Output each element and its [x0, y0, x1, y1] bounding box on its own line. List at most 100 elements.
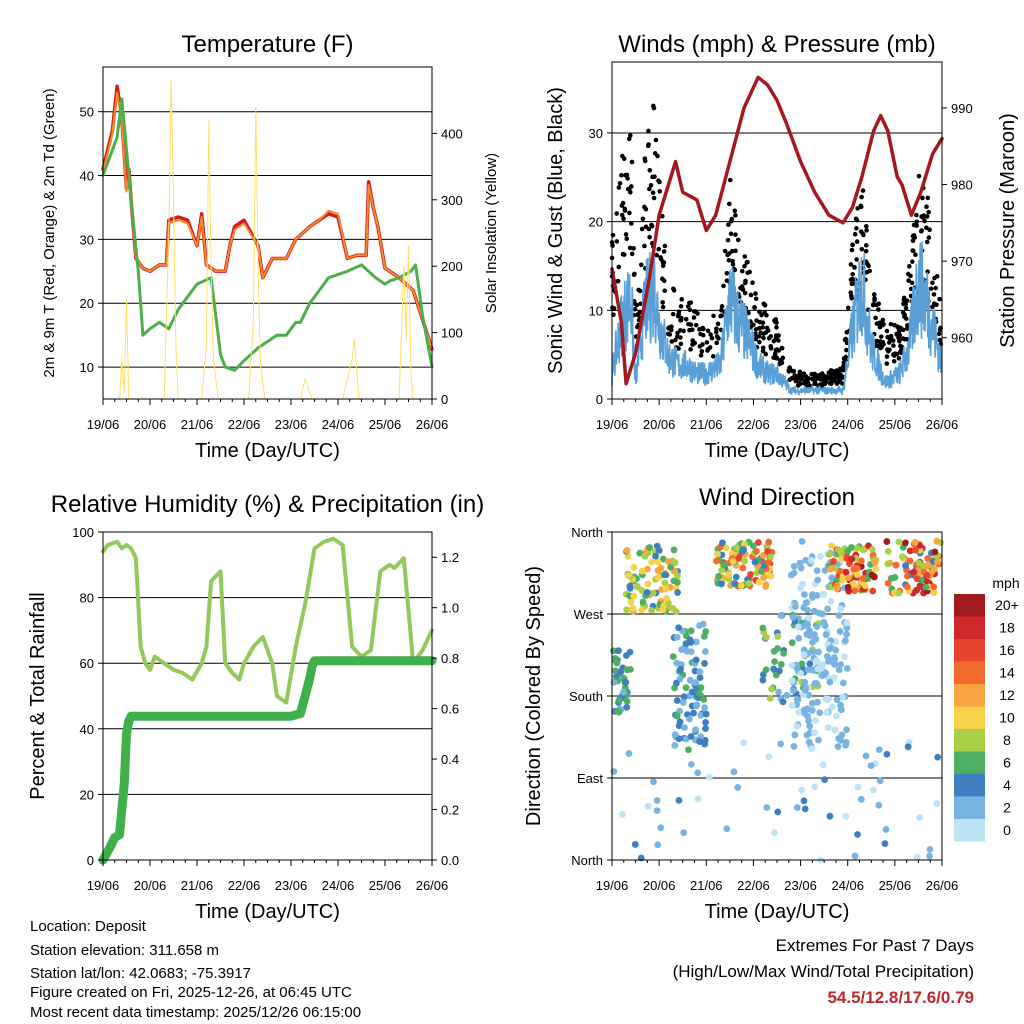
gust-point	[619, 203, 625, 208]
wind-direction-point	[685, 746, 692, 754]
gust-point	[627, 210, 632, 216]
wind-direction-point	[697, 711, 705, 719]
wind-direction-point	[843, 624, 851, 632]
gust-point	[892, 353, 897, 358]
wind-direction-point	[854, 544, 861, 552]
wind-direction-point	[777, 740, 785, 748]
wind-direction-point	[687, 627, 695, 635]
gust-point	[914, 212, 919, 218]
wind-direction-point	[808, 699, 816, 707]
wind-direction-point	[791, 731, 799, 739]
wind-direction-point	[696, 674, 704, 681]
wind-direction-point	[659, 555, 667, 563]
wind-direction-point	[646, 544, 654, 551]
wind-direction-point	[657, 824, 665, 832]
gust-point	[643, 206, 649, 212]
x-tick-label: 23/06	[275, 417, 308, 432]
gust-point	[898, 349, 903, 354]
gust-point	[757, 339, 762, 345]
wind-direction-point	[922, 583, 930, 591]
colorbar-swatch	[954, 594, 985, 617]
gust-point	[860, 231, 866, 237]
wind-direction-point	[827, 565, 834, 573]
wind-direction-point	[842, 568, 850, 576]
wind-direction-point	[902, 562, 910, 569]
wind-direction-point	[759, 624, 767, 632]
gust-point	[910, 238, 916, 243]
x-tick-label: 24/06	[322, 417, 355, 432]
gust-point	[652, 174, 657, 179]
wind-direction-point	[837, 605, 845, 613]
temperature-ylabel: 2m & 9m T (Red, Orange) & 2m Td (Green)	[41, 88, 58, 377]
wind-direction-point	[655, 547, 663, 554]
wind-direction-point	[797, 564, 805, 572]
gust-point	[687, 307, 693, 313]
gust-point	[878, 334, 884, 339]
x-tick-label: 22/06	[228, 878, 261, 893]
gust-point	[796, 383, 801, 388]
gust-point	[753, 327, 759, 332]
wind-direction-point	[882, 826, 890, 833]
gust-point	[821, 379, 827, 385]
gust-point	[732, 208, 738, 214]
wind-direction-point	[763, 804, 771, 811]
wind-direction-point	[664, 558, 672, 565]
wind-direction-point	[910, 568, 918, 576]
winds-ylabel: Sonic Wind & Gust (Blue, Black)	[545, 87, 567, 374]
wind-direction-point	[614, 647, 622, 655]
wind-direction-point	[626, 584, 634, 592]
gust-point	[675, 313, 681, 319]
wind-direction-point	[827, 644, 835, 652]
x-tick-label: 20/06	[643, 417, 676, 432]
wind-direction-point	[790, 562, 798, 570]
wind-direction-point	[895, 538, 903, 546]
wind-direction-point	[641, 552, 649, 560]
colorbar-label: 20+	[995, 597, 1019, 613]
colorbar-label: 8	[1003, 732, 1011, 748]
wind-direction-point	[723, 825, 731, 833]
gust-point	[668, 327, 674, 333]
direction-title: Wind Direction	[699, 484, 855, 511]
wind-direction-point	[670, 577, 678, 585]
footer-latlon: Station lat/lon: 42.0683; -75.3917	[30, 965, 252, 982]
winds-title: Winds (mph) & Pressure (mb)	[618, 31, 935, 58]
wind-direction-point	[701, 660, 708, 667]
wind-direction-point	[793, 665, 801, 672]
wind-direction-point	[652, 552, 659, 560]
gust-point	[705, 328, 711, 334]
wind-direction-point	[801, 678, 809, 686]
gust-point	[742, 263, 747, 269]
wind-direction-point	[669, 653, 677, 661]
gust-point	[701, 326, 706, 332]
gust-point	[688, 300, 694, 305]
colorbar-swatch	[954, 616, 985, 639]
gust-point	[914, 219, 920, 225]
y-tick-label: 40	[80, 169, 94, 184]
wind-direction-point	[770, 665, 778, 673]
wind-direction-point	[824, 605, 832, 613]
wind-direction-point	[639, 598, 647, 606]
wind-direction-point	[715, 572, 723, 580]
gust-point	[698, 353, 704, 358]
gust-point	[927, 227, 932, 233]
gust-point	[646, 226, 652, 232]
wind-direction-point	[814, 576, 822, 584]
wind-direction-point	[674, 572, 681, 580]
wind-direction-point	[739, 564, 747, 572]
wind-direction-point	[732, 573, 740, 581]
gust-point	[621, 216, 626, 222]
colorbar-swatch	[954, 796, 985, 819]
wind-direction-point	[737, 582, 745, 589]
wind-direction-point	[848, 544, 855, 551]
x-tick-label: 21/06	[181, 417, 214, 432]
wind-direction-point	[837, 661, 845, 668]
gust-point	[854, 217, 860, 223]
wind-direction-point	[804, 606, 811, 614]
wind-direction-point	[827, 598, 835, 605]
wind-direction-point	[843, 619, 851, 627]
gust-point	[759, 312, 764, 318]
gust-point	[678, 304, 684, 309]
gust-point	[650, 190, 656, 196]
wind-direction-point	[934, 558, 941, 566]
